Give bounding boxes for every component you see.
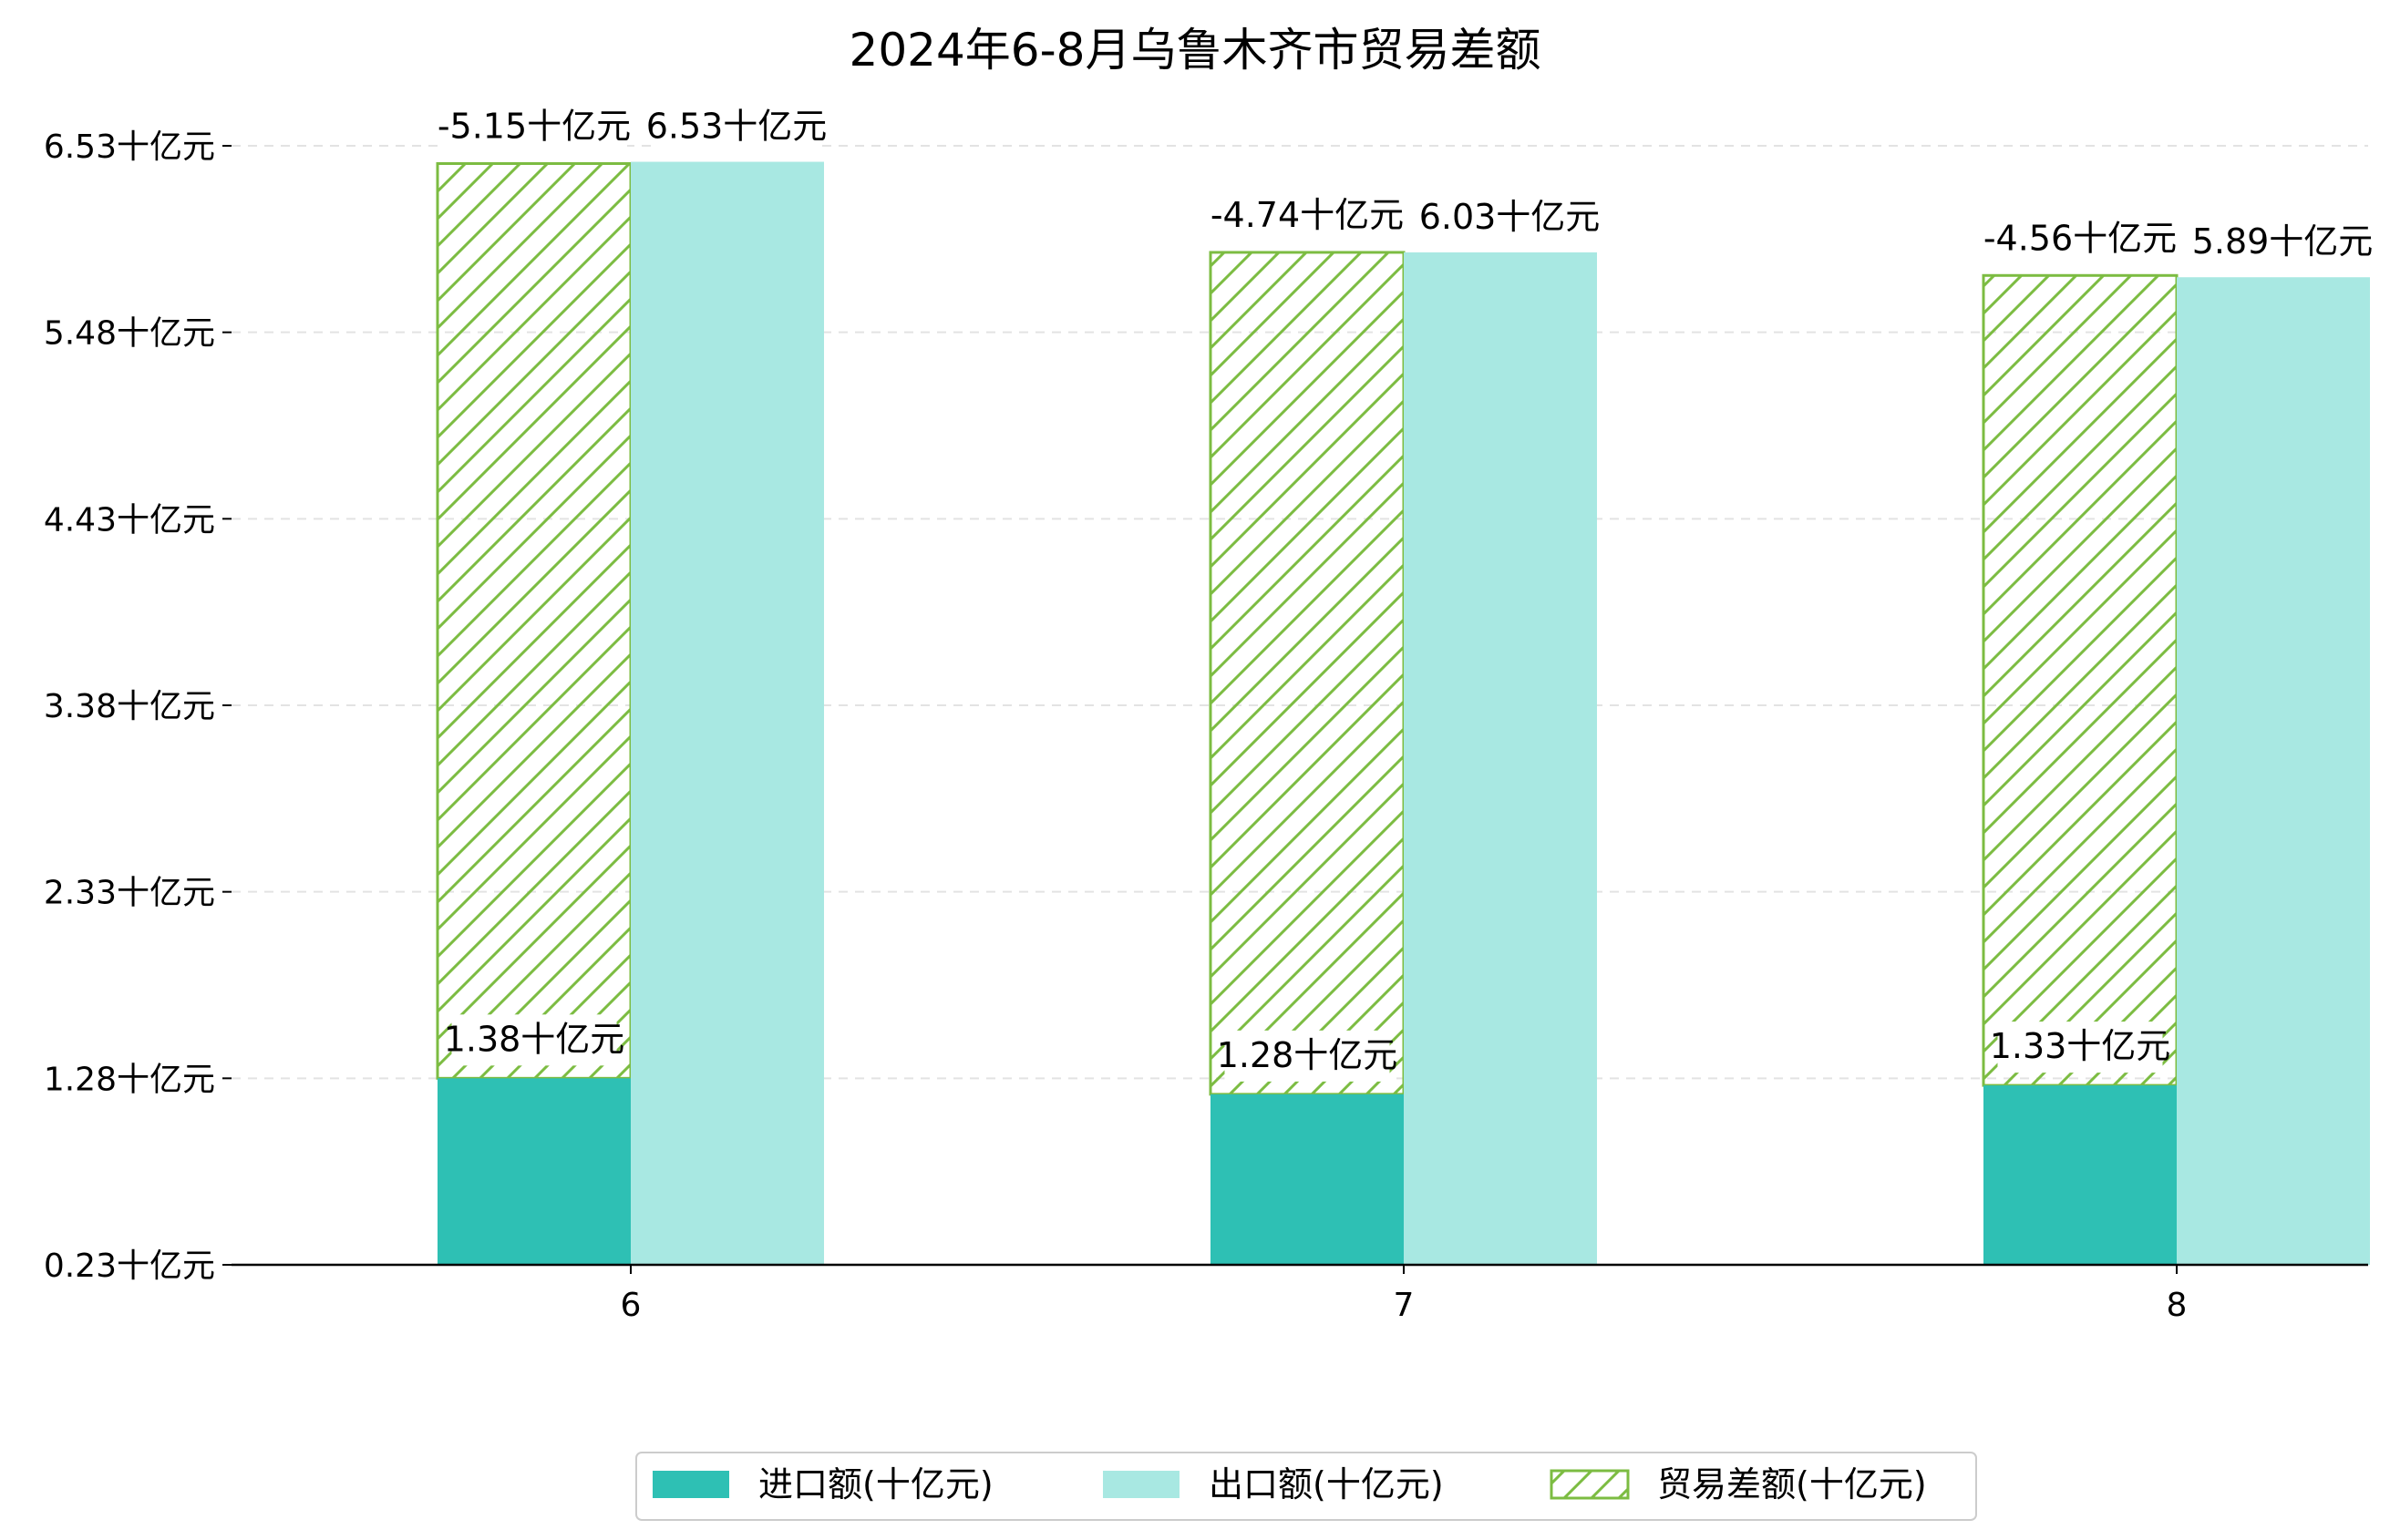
trade-balance-bar [436, 161, 633, 1080]
y-tick-label: 3.38十亿元 [44, 688, 215, 725]
trade-balance-value-label: -5.15十亿元 [438, 106, 631, 146]
trade-balance-value-label-bg [1987, 213, 2173, 265]
x-tick-label: 6 [621, 1287, 642, 1324]
x-tick-label: 8 [2167, 1287, 2188, 1324]
export-value-label-bg [654, 101, 819, 153]
y-tick-label: 2.33十亿元 [44, 875, 215, 912]
import-value-label-bg [1997, 1022, 2163, 1073]
legend-swatch [1550, 1469, 1630, 1500]
data-labels: 1.38十亿元 -5.15十亿元 6.53十亿元 1.28十亿元 -4.74十亿元 6.0… [438, 101, 2374, 1082]
export-bar [1404, 252, 1597, 1265]
chart-title: 2024年6-8月乌鲁木齐市贸易差额 [850, 24, 1541, 77]
legend-label: 进口额(十亿元) [758, 1464, 994, 1504]
trade-balance-bar [1982, 273, 2179, 1087]
import-value-label-bg [1224, 1030, 1390, 1082]
export-value-label: 6.03十亿元 [1419, 197, 1601, 237]
y-tick-label: 4.43十亿元 [44, 501, 215, 539]
legend-label: 贸易差额(十亿元) [1657, 1464, 1927, 1504]
export-value-label-bg [1427, 191, 1592, 243]
legend-swatch [653, 1471, 729, 1498]
export-value-label: 6.53十亿元 [646, 107, 828, 147]
legend-box [635, 1452, 1977, 1521]
y-axis: 0.23十亿元 1.28十亿元 2.33十亿元 3.38十亿元 4.43十亿元 5.48十… [44, 128, 232, 1285]
y-tick-label: 5.48十亿元 [44, 315, 215, 353]
import-bar [438, 1078, 631, 1265]
export-value-label-bg [2199, 217, 2365, 269]
x-axis: 6 7 8 [232, 1263, 2368, 1324]
import-value-label-bg [451, 1014, 617, 1066]
y-tick-label: 0.23十亿元 [44, 1247, 215, 1285]
x-tick-label: 7 [1394, 1287, 1415, 1324]
trade-balance-value-label-bg [441, 101, 627, 153]
trade-balance-value-label: -4.56十亿元 [1983, 218, 2177, 258]
import-bar [1210, 1093, 1404, 1265]
trade-balance-bar [1209, 251, 1406, 1096]
import-value-label: 1.33十亿元 [1990, 1026, 2171, 1066]
import-value-label: 1.28十亿元 [1217, 1035, 1398, 1075]
trade-balance-value-label: -4.74十亿元 [1210, 195, 1404, 235]
import-value-label: 1.38十亿元 [444, 1019, 625, 1059]
export-value-label: 5.89十亿元 [2192, 221, 2374, 262]
y-tick-label: 6.53十亿元 [44, 128, 215, 166]
export-bar [2177, 277, 2370, 1266]
trade-balance-value-label-bg [1214, 190, 1400, 241]
legend-swatch [1103, 1471, 1180, 1498]
legend: 进口额(十亿元) 出口额(十亿元) 贸易差额(十亿元) [635, 1452, 1977, 1521]
import-bar [1983, 1085, 2177, 1265]
export-bar [631, 161, 824, 1266]
y-tick-label: 1.28十亿元 [44, 1061, 215, 1098]
legend-label: 出口额(十亿元) [1209, 1464, 1444, 1504]
bars [436, 161, 2370, 1266]
